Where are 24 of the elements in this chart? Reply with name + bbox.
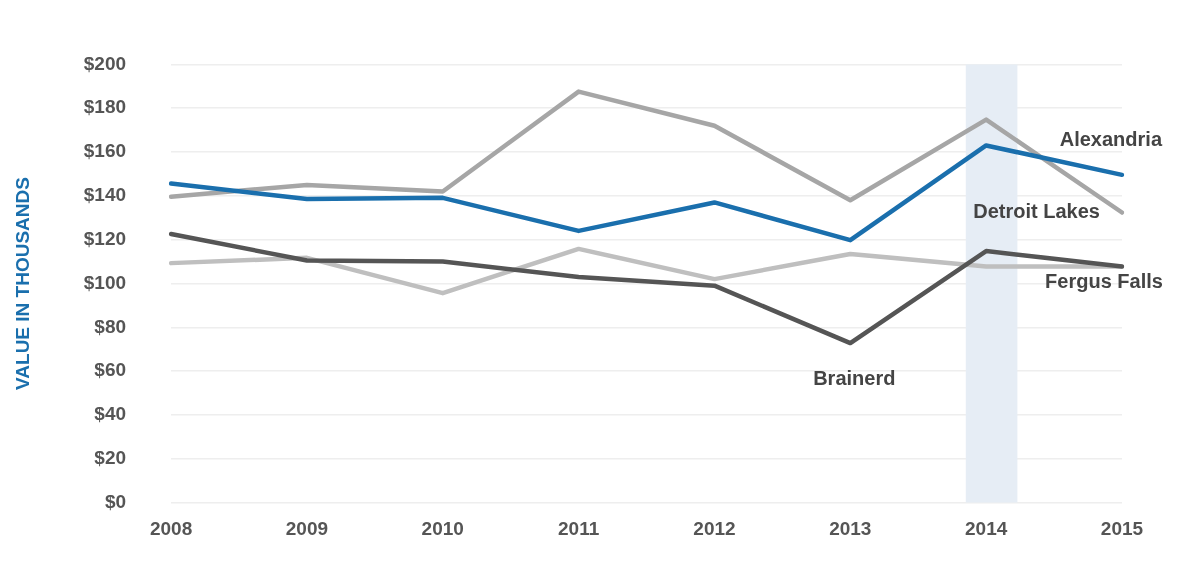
y-tick-label: $60 [94,359,127,381]
y-tick-label: $160 [83,140,127,162]
y-tick-label: $20 [94,447,127,469]
y-tick-label: $0 [104,490,127,512]
y-tick-label: $140 [83,184,127,206]
series-label: Alexandria [1059,128,1163,151]
series-label: Detroit Lakes [973,200,1100,223]
y-tick-label: $40 [94,403,127,425]
x-tick-label: 2013 [829,518,872,540]
x-tick-label: 2009 [285,518,329,540]
series-label: Brainerd [813,366,896,389]
y-tick-label: $80 [94,315,127,337]
y-tick-label: $120 [83,227,127,249]
x-tick-label: 2011 [557,518,600,540]
y-tick-label: $100 [83,271,127,293]
x-tick-label: 2014 [965,518,1008,540]
y-tick-label: $200 [83,52,127,74]
y-axis-title: VALUE IN THOUSANDS [11,177,33,390]
series-label: Fergus Falls [1045,269,1163,292]
x-tick-label: 2015 [1100,518,1144,540]
x-tick-label: 2008 [149,518,193,540]
x-tick-label: 2010 [421,518,464,540]
x-tick-label: 2012 [693,518,736,540]
y-tick-label: $180 [83,96,127,118]
